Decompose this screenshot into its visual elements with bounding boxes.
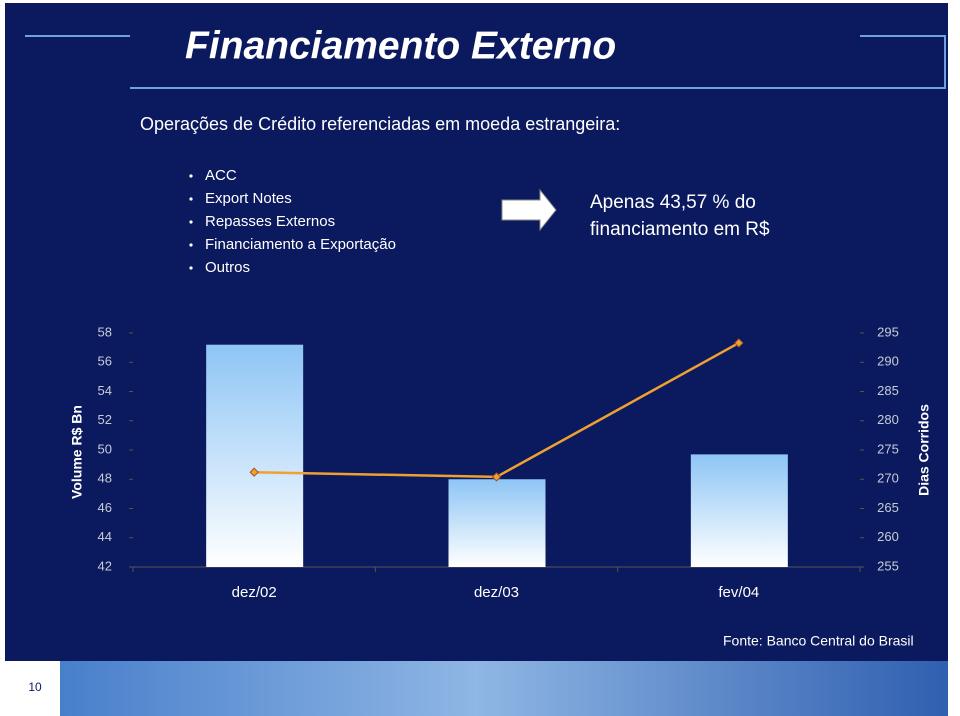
line-marker: [249, 467, 259, 477]
source: Fonte: Banco Central do Brasil: [723, 633, 914, 649]
y-tick-label: 42: [98, 558, 112, 573]
y-axis-label: Volume R$ Bn: [69, 405, 85, 499]
bar: [690, 454, 788, 567]
y2-tick-label: 295: [877, 324, 899, 339]
y-tick-label: 44: [98, 529, 112, 544]
x-tick-label: fev/04: [718, 584, 759, 601]
page-box: [5, 661, 60, 716]
y2-tick-label: 280: [877, 412, 899, 427]
bullet-dot: [189, 220, 193, 224]
bullet-dot: [189, 197, 193, 201]
y2-tick-label: 285: [877, 383, 899, 398]
bullet: Export Notes: [205, 190, 292, 207]
frame-line: [130, 35, 946, 89]
y2-tick-label: 255: [877, 558, 899, 573]
y-tick-label: 52: [98, 412, 112, 427]
y-tick-label: 54: [98, 383, 112, 398]
x-tick-label: dez/03: [474, 584, 519, 601]
y-tick-label: 50: [98, 441, 112, 456]
y-tick-label: 58: [98, 324, 112, 339]
y-tick-label: 48: [98, 471, 112, 486]
bullet-dot: [189, 243, 193, 247]
callout: financiamento em R$: [590, 219, 770, 240]
bullet-dot: [189, 266, 193, 270]
page-number: 10: [28, 680, 42, 694]
bullet: Financiamento a Exportação: [205, 236, 396, 253]
y2-tick-label: 270: [877, 471, 899, 486]
y-tick-label: 56: [98, 354, 112, 369]
bullet-dot: [189, 174, 193, 178]
y2-tick-label: 275: [877, 441, 899, 456]
title: Financiamento Externo: [185, 24, 616, 67]
y2-tick-label: 290: [877, 354, 899, 369]
line-marker: [734, 338, 744, 348]
callout: Apenas 43,57 % do: [590, 192, 756, 213]
bullet: Outros: [205, 259, 250, 276]
bar: [448, 479, 546, 567]
line-marker: [491, 472, 502, 482]
y2-tick-label: 265: [877, 500, 899, 515]
bar: [206, 344, 304, 567]
y-tick-label: 46: [98, 500, 112, 515]
x-tick-label: dez/02: [232, 584, 277, 601]
footer-strip: [5, 661, 948, 716]
bullet: ACC: [205, 167, 237, 184]
subtitle: Operações de Crédito referenciadas em mo…: [140, 114, 620, 134]
bullet: Repasses Externos: [205, 213, 335, 230]
y2-tick-label: 260: [877, 529, 899, 544]
arrow: [501, 188, 557, 232]
y2-axis-label: Dias Corridos: [916, 404, 932, 496]
